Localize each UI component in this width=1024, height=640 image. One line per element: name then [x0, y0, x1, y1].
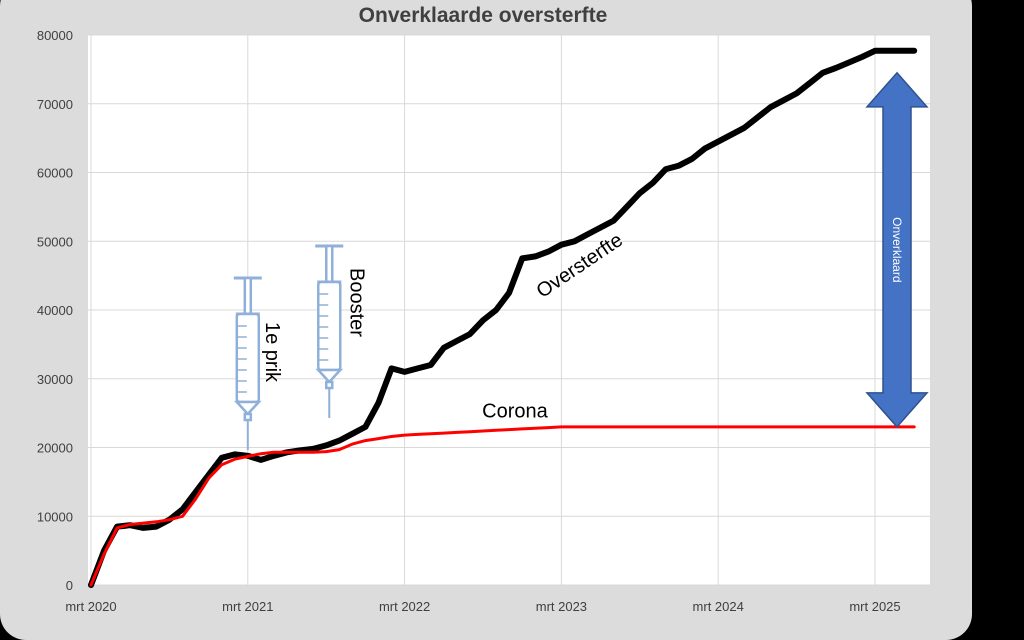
x-tick-label: mrt 2022 [379, 599, 430, 614]
series-line-oversterfte [88, 47, 918, 588]
annotation-unexplained: Onverklaard [890, 217, 904, 282]
x-tick-label: mrt 2024 [693, 599, 744, 614]
y-tick-label: 20000 [37, 441, 73, 456]
x-tick-label: mrt 2023 [536, 599, 587, 614]
y-axis: 0 10000 20000 30000 40000 50000 60000 70000 8000… [37, 28, 73, 593]
series-label-corona: Corona [482, 401, 548, 423]
syringe-icon [315, 244, 344, 418]
chart-title: Onverklaarde oversterfte [359, 4, 608, 27]
x-axis: mrt 2020 mrt 2021 mrt 2022 mrt 2023 mrt 2024… [65, 599, 900, 614]
y-tick-label: 30000 [37, 372, 73, 387]
y-tick-label: 70000 [37, 97, 73, 112]
syringe-icon [233, 276, 262, 450]
series-layer [88, 47, 918, 588]
x-tick-label: mrt 2020 [65, 599, 116, 614]
series-line-corona [89, 425, 916, 587]
y-tick-label: 50000 [37, 234, 73, 249]
y-tick-label: 10000 [37, 509, 73, 524]
x-tick-label: mrt 2021 [222, 599, 273, 614]
annotation-first-dose: 1e prik [261, 322, 283, 383]
y-tick-label: 80000 [37, 28, 73, 43]
x-tick-label: mrt 2025 [849, 599, 900, 614]
y-tick-label: 40000 [37, 303, 73, 318]
y-tick-label: 0 [66, 578, 73, 593]
annotation-booster: Booster [345, 268, 367, 337]
double-arrow-icon [865, 71, 929, 429]
y-tick-label: 60000 [37, 166, 73, 181]
